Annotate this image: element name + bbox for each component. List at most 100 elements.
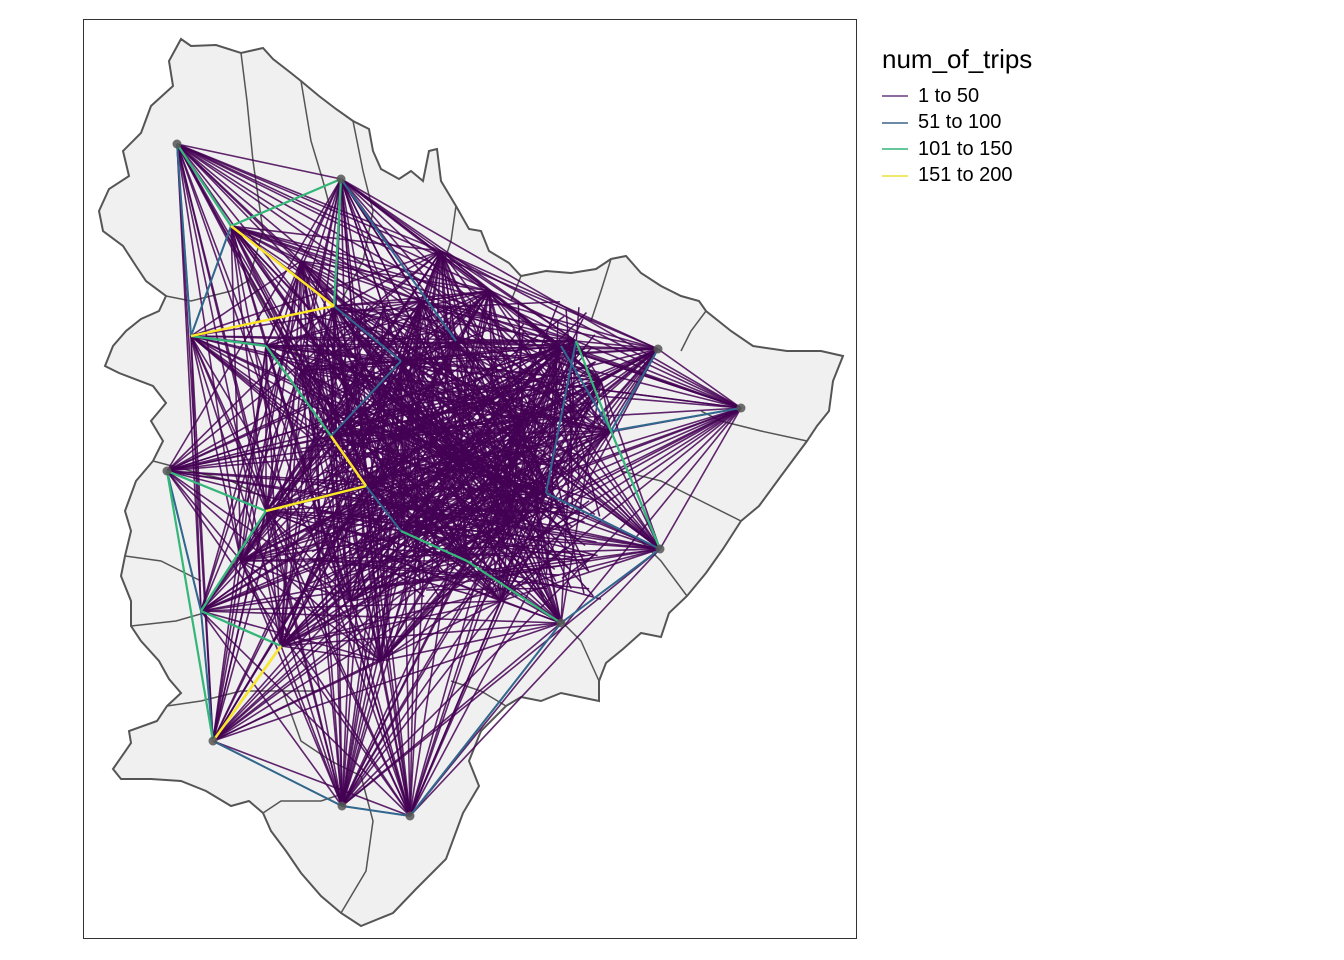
flow-line [545,407,742,494]
flow-line [166,470,382,662]
flow-line [302,365,314,435]
flow-line [300,455,307,470]
flow-line [165,470,215,742]
legend-line-icon [882,121,908,124]
legend-label: 101 to 150 [918,137,1013,160]
flow-line [420,333,557,582]
flow-line [610,348,659,432]
flow-line [397,425,569,569]
flow-line [560,380,602,624]
flow-line [600,348,659,382]
flow-line [491,396,594,598]
district-boundary [680,310,707,352]
flow-line [321,552,472,596]
map-node-point [405,811,415,821]
district-boundary [262,790,352,814]
district-boundary [700,410,808,442]
flow-line [342,376,499,449]
legend-line-icon [882,148,908,151]
flow-line [306,368,440,598]
district-boundary [340,120,374,302]
flow-line [466,560,562,624]
flow-line [348,529,460,581]
flow-line [176,143,342,180]
flow-line [230,225,442,252]
district-boundary [130,610,212,627]
legend-label: 151 to 200 [918,164,1013,187]
flow-line [309,377,372,481]
flow-line [574,340,613,432]
district-boundary [340,775,374,914]
flow-line [560,345,612,432]
flow-line [190,304,335,338]
flow-line [350,600,411,817]
flow-line [346,546,415,563]
flow-line [365,250,442,487]
flow-line [315,520,602,600]
flow-line [415,360,514,596]
flow-line [166,470,402,532]
flow-line [322,304,386,485]
flow-line [341,600,502,807]
flow-line [547,347,558,444]
flow-line [212,260,302,742]
flow-line [176,143,442,252]
flow-line [341,560,468,807]
flow-line [418,301,479,429]
legend-title: num_of_trips [882,44,1033,74]
flow-line [200,510,267,612]
flow-line [341,300,422,807]
flow-line [341,380,602,807]
flow-line [338,366,356,406]
flow-line [400,529,468,563]
flow-line [333,305,402,362]
flow-line [500,548,661,602]
legend-item-1: 1 to 50 [882,83,1032,110]
flow-line [265,510,382,662]
flow-line [240,560,352,602]
legend-label: 51 to 100 [918,111,1002,134]
flow-line [230,225,242,562]
legend-item-3: 101 to 150 [882,136,1032,163]
flow-line [329,403,485,584]
flow-line [176,143,302,262]
flow-line [440,250,577,342]
flow-line [438,389,444,393]
flow-line [365,470,564,589]
flow-line [280,548,661,647]
flow-line [568,367,574,507]
trip-flow-lines [165,143,742,817]
district-boundary [590,258,612,322]
flow-line [441,451,448,534]
flow-line [166,470,512,522]
district-boundary [165,278,252,302]
flow-line [300,260,343,807]
flow-line [176,143,242,562]
flow-line [440,250,659,350]
flow-line [380,622,562,662]
flow-line [659,407,742,550]
flow-line [166,470,661,550]
flow-map [97,37,845,928]
map-node-point [736,403,746,413]
flow-line [341,420,522,807]
flow-line [190,335,411,817]
flow-line [435,323,486,564]
flow-line [176,143,422,302]
flow-line [493,502,528,583]
flow-line [388,463,451,520]
district-boundary [620,470,742,522]
flow-line [365,379,406,466]
flow-line [565,308,580,478]
flow-line [190,335,214,742]
flow-line [265,290,490,347]
flow-line [305,363,342,399]
flow-line [561,553,596,579]
flow-line [265,510,282,647]
flow-line [333,302,389,398]
flow-line [176,143,343,807]
flow-line [409,300,422,817]
flow-line [190,225,232,337]
flow-line [310,482,598,557]
flow-line [543,356,592,434]
